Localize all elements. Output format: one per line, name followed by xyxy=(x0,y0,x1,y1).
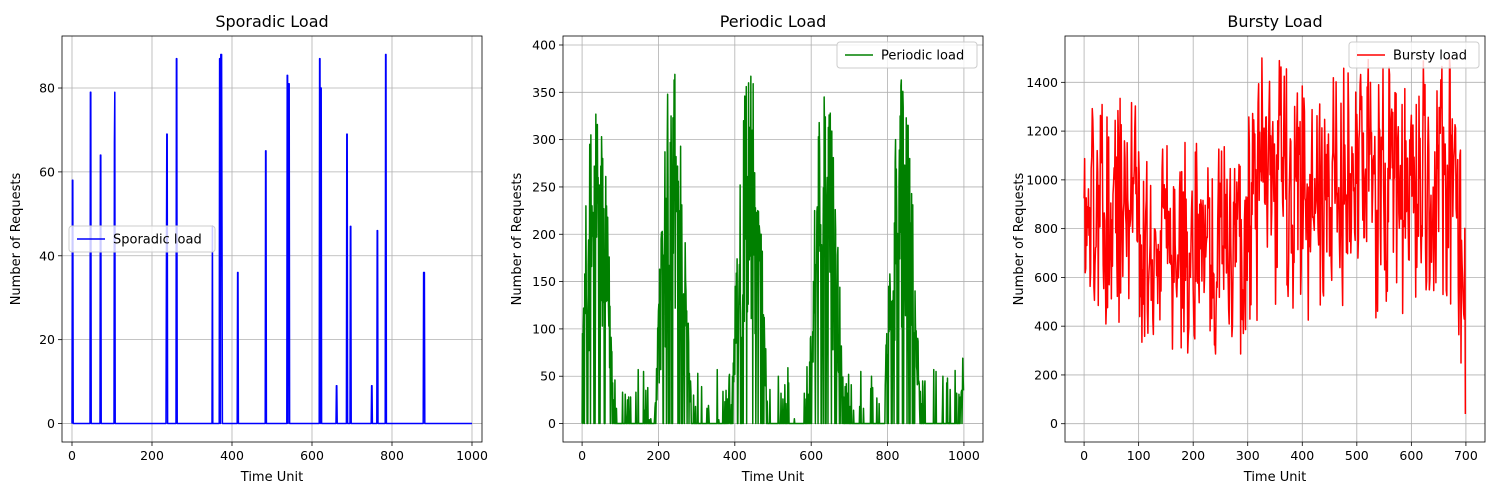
y-tick-label: 300 xyxy=(532,132,556,147)
chart-title: Periodic Load xyxy=(720,12,827,31)
y-tick-label: 60 xyxy=(39,164,55,179)
x-tick-label: 600 xyxy=(300,448,324,463)
x-tick-label: 800 xyxy=(380,448,404,463)
x-tick-label: 400 xyxy=(723,448,747,463)
subplot-3: 0 100 200 300 400 500 600 700 0 200 400 600 800 1000 1… xyxy=(1012,12,1486,485)
x-tick-label: 800 xyxy=(876,448,900,463)
y-tick-label: 1400 xyxy=(1026,75,1058,90)
y-tick-label: 400 xyxy=(1034,319,1058,334)
x-tick-label: 300 xyxy=(1236,448,1260,463)
y-tick-label: 0 xyxy=(47,416,55,431)
plot-frame xyxy=(562,35,984,443)
y-axis-label: Number of Requests xyxy=(1012,172,1027,305)
y-tick-label: 40 xyxy=(39,248,55,263)
subplot-2: 0 200 400 600 800 1000 0 50 100 150 200 250 300 350 40… xyxy=(510,12,984,485)
x-tick-label: 0 xyxy=(68,448,76,463)
y-tick-label: 80 xyxy=(39,81,55,96)
x-tick-label: 500 xyxy=(1345,448,1369,463)
chart-title: Bursty Load xyxy=(1227,12,1322,31)
y-tick-label: 350 xyxy=(532,85,556,100)
y-tick-label: 200 xyxy=(1034,367,1058,382)
x-tick-label: 400 xyxy=(1290,448,1314,463)
y-tick-label: 0 xyxy=(548,416,556,431)
y-tick-label: 250 xyxy=(532,179,556,194)
y-tick-label: 1000 xyxy=(1026,172,1058,187)
y-tick-label: 200 xyxy=(532,227,556,242)
subplot-1: 0 200 400 600 800 1000 0 20 40 60 80 Sporadic Load T… xyxy=(9,12,488,485)
x-tick-label: 1000 xyxy=(948,448,980,463)
y-tick-label: 50 xyxy=(540,369,556,384)
legend-label: Periodic load xyxy=(881,49,964,64)
x-tick-label: 400 xyxy=(220,448,244,463)
x-tick-label: 600 xyxy=(799,448,823,463)
y-tick-label: 800 xyxy=(1034,221,1058,236)
y-tick-label: 100 xyxy=(532,321,556,336)
series-line-1 xyxy=(1083,57,1467,414)
x-tick-label: 0 xyxy=(578,448,586,463)
x-tick-label: 100 xyxy=(1127,448,1151,463)
legend-label: Sporadic load xyxy=(113,233,202,248)
legend: Sporadic load xyxy=(68,225,216,253)
y-axis-label: Number of Requests xyxy=(9,172,24,305)
legend-box xyxy=(1348,41,1480,69)
x-tick-label: 200 xyxy=(647,448,671,463)
x-tick-label: 700 xyxy=(1454,448,1478,463)
y-tick-label: 20 xyxy=(39,332,55,347)
x-tick-label: 200 xyxy=(140,448,164,463)
legend-box xyxy=(68,225,216,253)
x-axis-label: Time Unit xyxy=(240,470,303,485)
x-tick-label: 0 xyxy=(1080,448,1088,463)
x-axis-label: Time Unit xyxy=(1243,470,1306,485)
plot-frame xyxy=(61,35,483,443)
legend-box xyxy=(836,41,978,69)
y-axis-label: Number of Requests xyxy=(510,172,525,305)
x-tick-label: 600 xyxy=(1399,448,1423,463)
y-tick-label: 1200 xyxy=(1026,124,1058,139)
series-line-1 xyxy=(581,73,965,425)
legend: Bursty load xyxy=(1348,41,1480,69)
x-tick-label: 1000 xyxy=(456,448,488,463)
chart-title: Sporadic Load xyxy=(215,12,328,31)
y-tick-label: 400 xyxy=(532,37,556,52)
x-axis-label: Time Unit xyxy=(741,470,804,485)
legend-label: Bursty load xyxy=(1393,49,1467,64)
y-tick-label: 150 xyxy=(532,274,556,289)
series-line-1 xyxy=(71,53,472,425)
y-tick-label: 600 xyxy=(1034,270,1058,285)
y-tick-label: 0 xyxy=(1050,416,1058,431)
legend: Periodic load xyxy=(836,41,978,69)
x-tick-label: 200 xyxy=(1181,448,1205,463)
plot-frame xyxy=(1064,35,1486,443)
